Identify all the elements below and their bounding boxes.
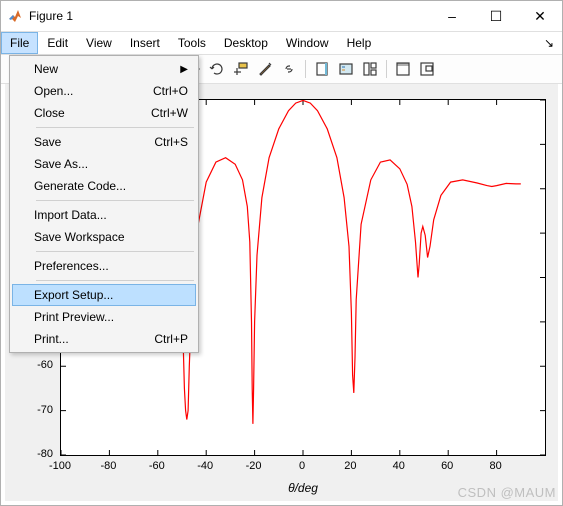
rotate-icon[interactable] — [206, 58, 228, 80]
legend-icon[interactable] — [335, 58, 357, 80]
menuitem-print[interactable]: Print... Ctrl+P — [12, 328, 196, 350]
menuitem-shortcut: Ctrl+S — [154, 135, 188, 149]
dock-icon[interactable] — [416, 58, 438, 80]
window-title: Figure 1 — [29, 9, 430, 23]
y-tick-label: -60 — [5, 359, 53, 371]
menu-desktop[interactable]: Desktop — [215, 32, 277, 54]
dock-menu-icon[interactable]: ↘ — [536, 32, 562, 54]
menuitem-new[interactable]: New ▶ — [12, 58, 196, 80]
link-icon[interactable] — [278, 58, 300, 80]
menuitem-shortcut: Ctrl+O — [153, 84, 188, 98]
minimize-button[interactable]: – — [430, 1, 474, 31]
menuitem-save[interactable]: Save Ctrl+S — [12, 131, 196, 153]
matlab-logo-icon — [7, 8, 23, 24]
menuitem-label: Open... — [34, 84, 73, 98]
menu-file[interactable]: File — [1, 32, 38, 54]
x-tick-label: -80 — [100, 460, 116, 472]
menu-edit[interactable]: Edit — [38, 32, 77, 54]
menu-insert[interactable]: Insert — [121, 32, 169, 54]
menuitem-import-data[interactable]: Import Data... — [12, 204, 196, 226]
menuitem-close[interactable]: Close Ctrl+W — [12, 102, 196, 124]
menuitem-shortcut: Ctrl+W — [151, 106, 188, 120]
menuitem-preferences[interactable]: Preferences... — [12, 255, 196, 277]
data-cursor-icon[interactable] — [230, 58, 252, 80]
x-tick-label: 40 — [393, 460, 405, 472]
menuitem-open[interactable]: Open... Ctrl+O — [12, 80, 196, 102]
menuitem-label: Print Preview... — [34, 310, 114, 324]
menuitem-label: Save — [34, 135, 61, 149]
menu-tools[interactable]: Tools — [169, 32, 215, 54]
menuitem-save-as[interactable]: Save As... — [12, 153, 196, 175]
maximize-button[interactable]: ☐ — [474, 1, 518, 31]
brush-icon[interactable] — [254, 58, 276, 80]
toolbar-separator — [305, 60, 306, 78]
menu-separator — [36, 200, 194, 201]
x-tick-label: 80 — [489, 460, 501, 472]
x-tick-label: -20 — [246, 460, 262, 472]
menuitem-print-preview[interactable]: Print Preview... — [12, 306, 196, 328]
toolbar-separator — [386, 60, 387, 78]
x-tick-label: 20 — [344, 460, 356, 472]
menu-separator — [36, 127, 194, 128]
menuitem-shortcut: Ctrl+P — [154, 332, 188, 346]
menuitem-label: Print... — [34, 332, 69, 346]
x-tick-label: 0 — [299, 460, 305, 472]
close-button[interactable]: ✕ — [518, 1, 562, 31]
menuitem-label: Close — [34, 106, 65, 120]
figure-window: Figure 1 – ☐ ✕ FileEditViewInsertToolsDe… — [0, 0, 563, 506]
x-tick-label: 60 — [441, 460, 453, 472]
x-tick-label: -60 — [149, 460, 165, 472]
window-controls: – ☐ ✕ — [430, 1, 562, 31]
x-tick-label: -40 — [197, 460, 213, 472]
menuitem-export-setup[interactable]: Export Setup... — [12, 284, 196, 306]
menuitem-label: Save Workspace — [34, 230, 125, 244]
menuitem-label: New — [34, 62, 58, 76]
menuitem-label: Export Setup... — [34, 288, 113, 302]
y-tick-label: -80 — [5, 448, 53, 460]
menu-window[interactable]: Window — [277, 32, 338, 54]
watermark-text: CSDN @MAUM — [458, 485, 556, 500]
y-tick-label: -70 — [5, 404, 53, 416]
colorbar-icon[interactable] — [311, 58, 333, 80]
menuitem-label: Import Data... — [34, 208, 107, 222]
layout-icon[interactable] — [359, 58, 381, 80]
menu-bar: FileEditViewInsertToolsDesktopWindowHelp… — [1, 32, 562, 55]
menuitem-label: Preferences... — [34, 259, 109, 273]
file-menu-dropdown: New▶Open...Ctrl+OCloseCtrl+WSaveCtrl+SSa… — [9, 55, 199, 353]
menu-view[interactable]: View — [77, 32, 121, 54]
x-tick-label: -100 — [49, 460, 71, 472]
title-bar: Figure 1 – ☐ ✕ — [1, 1, 562, 32]
menuitem-label: Generate Code... — [34, 179, 126, 193]
menu-help[interactable]: Help — [338, 32, 381, 54]
menuitem-label: Save As... — [34, 157, 88, 171]
menuitem-generate-code[interactable]: Generate Code... — [12, 175, 196, 197]
menu-separator — [36, 280, 194, 281]
menu-separator — [36, 251, 194, 252]
hide-tools-icon[interactable] — [392, 58, 414, 80]
menuitem-save-workspace[interactable]: Save Workspace — [12, 226, 196, 248]
submenu-arrow-icon: ▶ — [180, 64, 188, 75]
x-axis-ticks: -100-80-60-40-20020406080 — [60, 460, 546, 476]
